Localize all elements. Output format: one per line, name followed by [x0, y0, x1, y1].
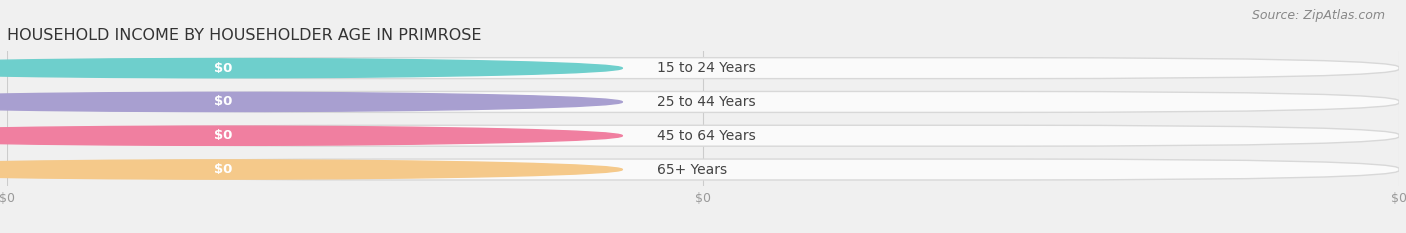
- Text: 25 to 44 Years: 25 to 44 Years: [657, 95, 756, 109]
- Text: 65+ Years: 65+ Years: [657, 162, 727, 177]
- Text: $0: $0: [214, 96, 232, 108]
- FancyBboxPatch shape: [70, 60, 375, 76]
- Text: Source: ZipAtlas.com: Source: ZipAtlas.com: [1251, 9, 1385, 22]
- Text: 45 to 64 Years: 45 to 64 Years: [657, 129, 756, 143]
- Text: $0: $0: [214, 62, 232, 75]
- Circle shape: [0, 92, 623, 112]
- FancyBboxPatch shape: [7, 159, 1399, 180]
- FancyBboxPatch shape: [70, 161, 375, 178]
- Circle shape: [0, 126, 623, 145]
- Text: $0: $0: [214, 129, 232, 142]
- Text: HOUSEHOLD INCOME BY HOUSEHOLDER AGE IN PRIMROSE: HOUSEHOLD INCOME BY HOUSEHOLDER AGE IN P…: [7, 28, 481, 43]
- FancyBboxPatch shape: [7, 58, 1399, 79]
- Circle shape: [0, 160, 623, 179]
- FancyBboxPatch shape: [7, 125, 1399, 146]
- Text: $0: $0: [214, 163, 232, 176]
- FancyBboxPatch shape: [70, 94, 375, 110]
- FancyBboxPatch shape: [70, 127, 375, 144]
- Circle shape: [0, 58, 623, 78]
- Text: 15 to 24 Years: 15 to 24 Years: [657, 61, 756, 75]
- FancyBboxPatch shape: [7, 92, 1399, 112]
